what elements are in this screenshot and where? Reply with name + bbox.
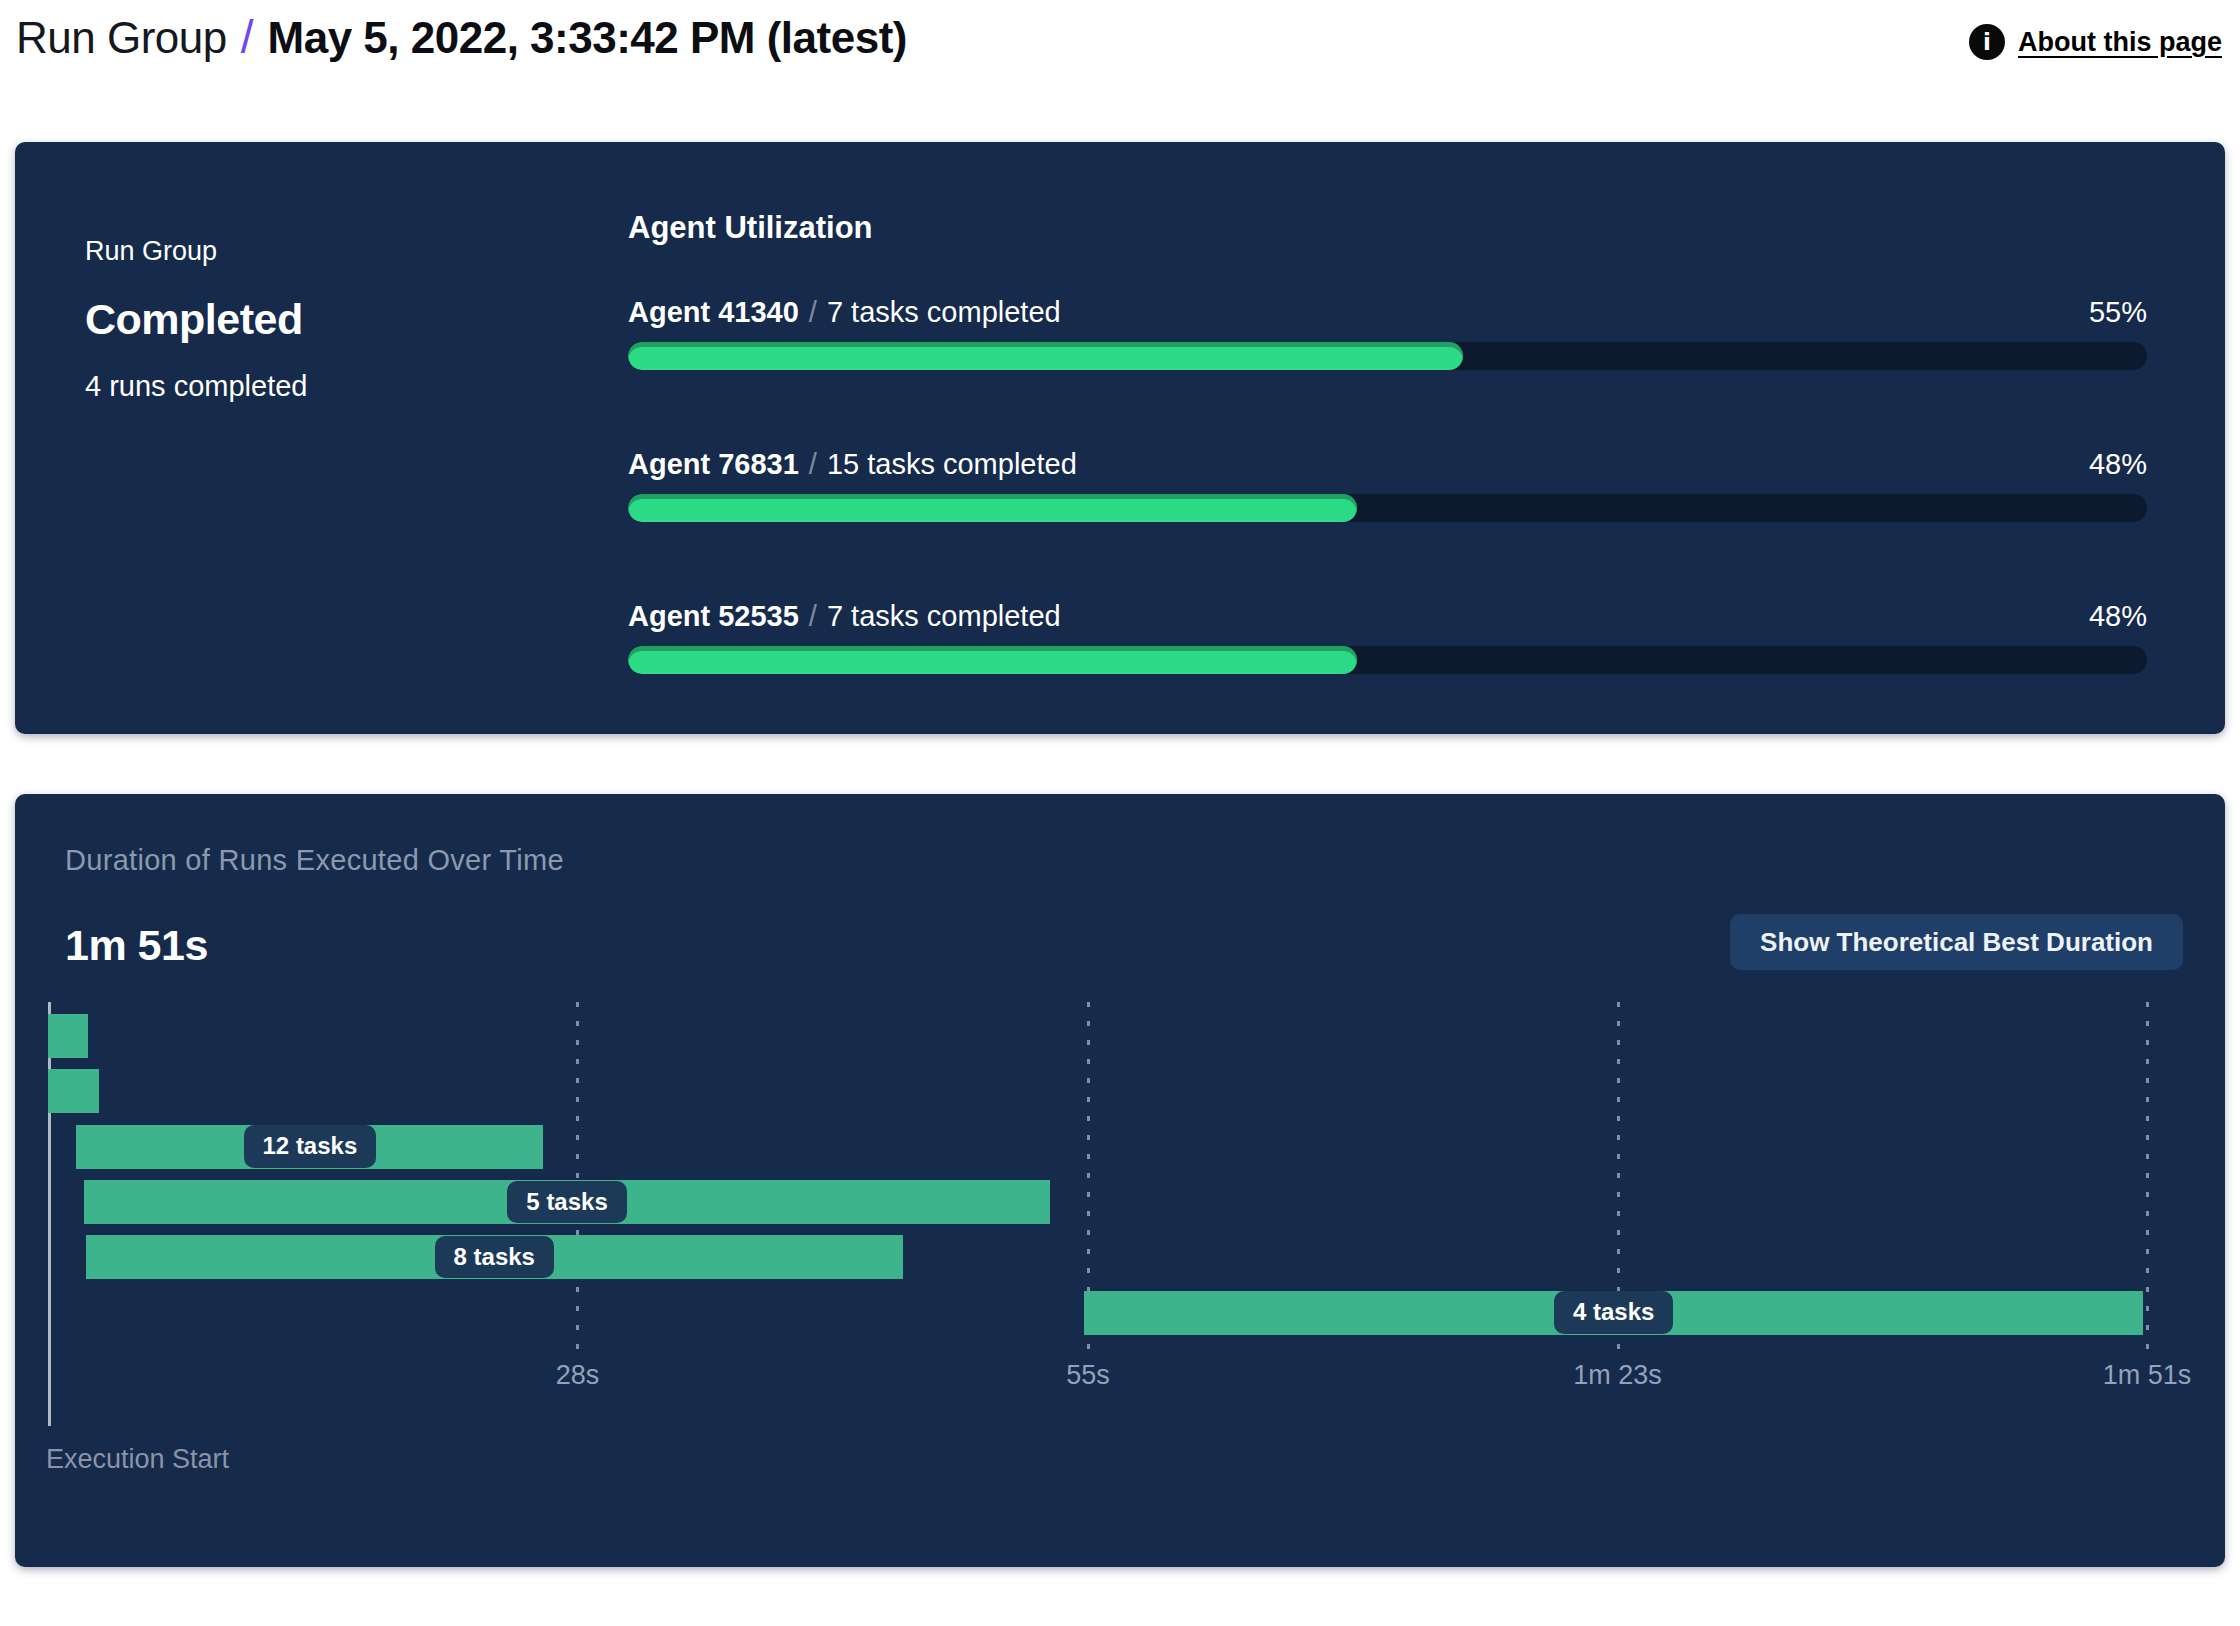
page-title: May 5, 2022, 3:33:42 PM (latest) xyxy=(268,13,907,63)
slash-separator: / xyxy=(809,598,817,634)
agent-utilization-title: Agent Utilization xyxy=(628,210,2147,246)
run-group-summary-card: Run Group Completed 4 runs completed Age… xyxy=(15,142,2225,734)
task-count-label: 8 tasks xyxy=(435,1236,554,1278)
progress-bar-fill xyxy=(628,494,1357,522)
agent-label-line: Agent 76831 / 15 tasks completed 48% xyxy=(628,446,2147,482)
axis-tick-label: 55s xyxy=(1066,1360,1110,1391)
run-duration-bar[interactable]: 4 tasks xyxy=(1084,1291,2143,1335)
execution-start-axis-line xyxy=(48,1002,51,1426)
run-duration-bar[interactable]: 8 tasks xyxy=(86,1235,903,1279)
progress-bar-track xyxy=(628,646,2147,674)
agent-utilization-row: Agent 52535 / 7 tasks completed 48% xyxy=(628,598,2147,674)
info-icon[interactable]: i xyxy=(1969,24,2005,60)
run-duration-bar[interactable]: 5 tasks xyxy=(84,1180,1050,1224)
breadcrumb: Run Group / May 5, 2022, 3:33:42 PM (lat… xyxy=(16,10,907,64)
progress-bar-track xyxy=(628,494,2147,522)
agent-label-line: Agent 52535 / 7 tasks completed 48% xyxy=(628,598,2147,634)
agent-utilization-section: Agent Utilization Agent 41340 / 7 tasks co… xyxy=(628,210,2147,674)
run-duration-bar[interactable] xyxy=(48,1069,99,1113)
axis-tick-label: 1m 23s xyxy=(1573,1360,1662,1391)
slash-separator: / xyxy=(809,294,817,330)
task-count-label: 4 tasks xyxy=(1554,1291,1673,1333)
breadcrumb-separator: / xyxy=(241,10,254,64)
run-duration-bar[interactable] xyxy=(48,1014,88,1058)
agent-rows: Agent 41340 / 7 tasks completed 55% Agent 76… xyxy=(628,294,2147,674)
agent-tasks-completed: 15 tasks completed xyxy=(827,446,1077,482)
agent-utilization-row: Agent 41340 / 7 tasks completed 55% xyxy=(628,294,2147,370)
run-group-status-block: Run Group Completed 4 runs completed xyxy=(85,210,628,674)
page-header: Run Group / May 5, 2022, 3:33:42 PM (lat… xyxy=(0,0,2240,142)
task-count-label: 12 tasks xyxy=(244,1125,377,1167)
slash-separator: / xyxy=(809,446,817,482)
agent-utilization-row: Agent 76831 / 15 tasks completed 48% xyxy=(628,446,2147,522)
agent-tasks-completed: 7 tasks completed xyxy=(827,598,1061,634)
progress-bar-fill xyxy=(628,646,1357,674)
agent-name: Agent 52535 xyxy=(628,598,799,634)
duration-chart-card: Duration of Runs Executed Over Time 1m 5… xyxy=(15,794,2225,1567)
execution-start-label: Execution Start xyxy=(46,1444,229,1475)
axis-tick-label: 28s xyxy=(556,1360,600,1391)
agent-utilization-percent: 48% xyxy=(2089,598,2147,634)
status-value: Completed xyxy=(85,295,628,344)
gantt-plot: Execution Start 28s55s1m 23s1m 51s12 tas… xyxy=(48,1002,2147,1352)
about-this-page-link[interactable]: i About this page xyxy=(1969,24,2222,60)
progress-bar-fill xyxy=(628,342,1463,370)
agent-tasks-completed: 7 tasks completed xyxy=(827,294,1061,330)
agent-name: Agent 76831 xyxy=(628,446,799,482)
run-group-label: Run Group xyxy=(85,236,628,267)
agent-label-line: Agent 41340 / 7 tasks completed 55% xyxy=(628,294,2147,330)
agent-name: Agent 41340 xyxy=(628,294,799,330)
duration-chart-title: Duration of Runs Executed Over Time xyxy=(65,844,2225,877)
run-duration-bar[interactable]: 12 tasks xyxy=(76,1125,543,1169)
breadcrumb-run-group[interactable]: Run Group xyxy=(16,13,227,63)
agent-utilization-percent: 48% xyxy=(2089,446,2147,482)
about-link-label: About this page xyxy=(2018,27,2222,58)
gridline xyxy=(576,1002,579,1352)
show-theoretical-best-duration-button[interactable]: Show Theoretical Best Duration xyxy=(1730,914,2183,970)
runs-completed-text: 4 runs completed xyxy=(85,370,628,403)
task-count-label: 5 tasks xyxy=(507,1181,626,1223)
agent-utilization-percent: 55% xyxy=(2089,294,2147,330)
progress-bar-track xyxy=(628,342,2147,370)
gridline xyxy=(2146,1002,2149,1352)
axis-tick-label: 1m 51s xyxy=(2103,1360,2192,1391)
